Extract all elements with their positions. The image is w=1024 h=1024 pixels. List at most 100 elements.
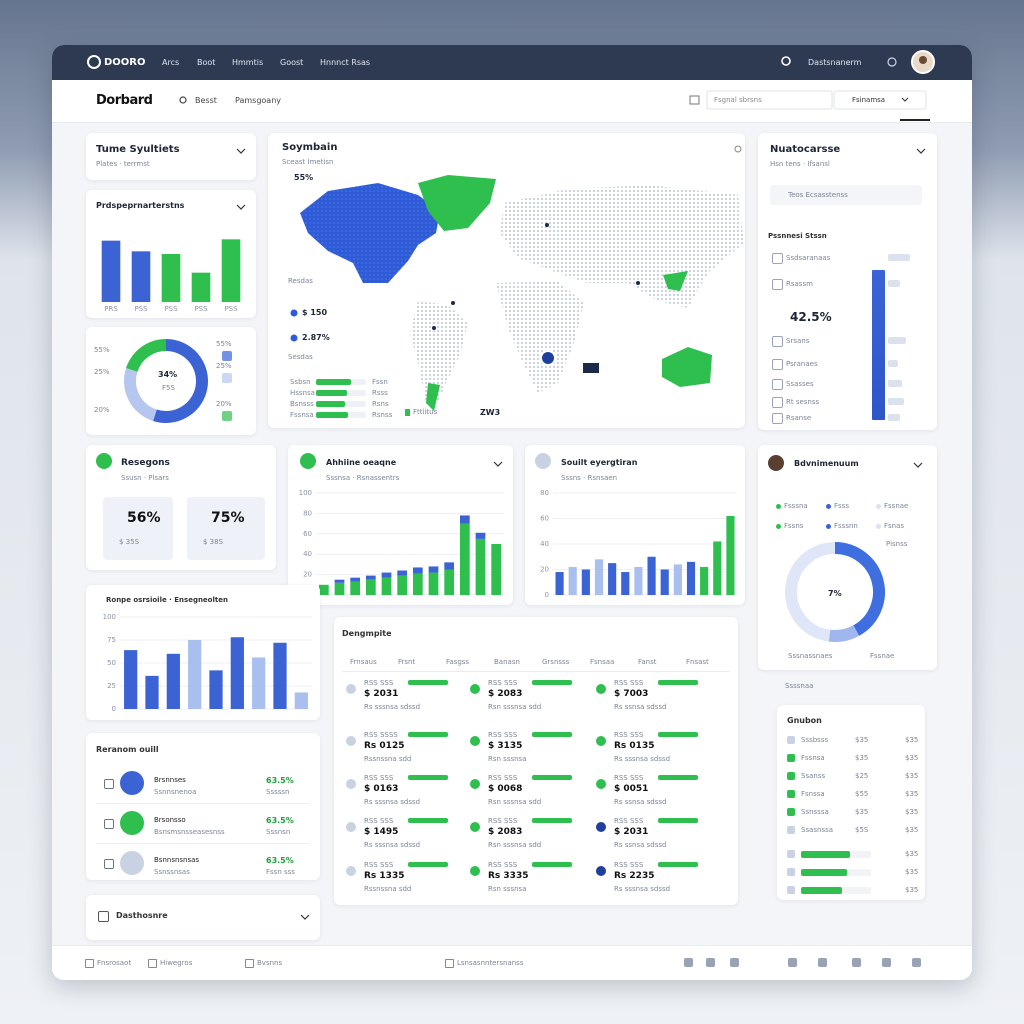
page-title: Dorbard [96, 93, 153, 108]
legend-item: Fttiitus [413, 408, 438, 416]
caret [916, 148, 926, 154]
item-label: RSS SSS [364, 679, 394, 687]
donut-label: 55% [216, 340, 232, 348]
footer-icon[interactable] [912, 958, 921, 967]
row-value: $35 [855, 754, 869, 762]
bar [101, 240, 121, 302]
row-extra: $35 [905, 826, 919, 834]
row-extra: $35 [905, 790, 919, 798]
row-label: Rsassm [786, 280, 813, 288]
item-sub: Rs sssnsa sdssd [364, 841, 421, 849]
item-sub: Rsn sssnsa sdd [488, 798, 542, 806]
item-label: RSS SSS [488, 861, 518, 869]
calendar-icon[interactable] [689, 95, 700, 105]
person-name: Brsnnses [154, 776, 186, 784]
bar [700, 566, 709, 595]
item-label: RSS SSS [364, 774, 394, 782]
mixed-card: Souilt eyergtiran Sssns · Rsnsaen 0 20 40 60 8… [525, 445, 745, 605]
row-value: $55 [855, 790, 869, 798]
row-icon [787, 772, 795, 780]
row-label: Ssdsaranaas [786, 254, 831, 262]
item-label: RSS SSS [614, 731, 644, 739]
bar-cap [365, 575, 376, 580]
right-card: Nuatocarsse Hsn tens · Ifsansl Teos Ecsass… [758, 133, 937, 430]
caret-icon [916, 148, 926, 154]
bar [273, 642, 287, 709]
select-box[interactable] [833, 90, 927, 110]
icon [346, 822, 356, 832]
donut-chart [124, 339, 208, 423]
donut-segment [124, 368, 158, 421]
item-bar [658, 680, 698, 685]
item-bar [408, 862, 448, 867]
footer-icon[interactable] [818, 958, 827, 967]
column-header: Fanst [638, 658, 657, 666]
row-value: Rsss [372, 389, 388, 397]
item-sub: Rs sssnsa sdssd [614, 755, 671, 763]
icon [596, 779, 606, 789]
donut-segment [153, 339, 208, 423]
icon [470, 736, 480, 746]
row-label: Fsnssa [801, 790, 825, 798]
card-title: Dasthosnre [116, 911, 168, 920]
stat-value: 56% [127, 510, 161, 526]
north-america [300, 183, 440, 283]
world-map [290, 145, 744, 411]
search-icon[interactable] [781, 56, 791, 66]
search-box[interactable] [706, 90, 833, 110]
item-label: RSS SSS [614, 861, 644, 869]
row-label: Rt sesnss [786, 398, 820, 406]
donut-segment [834, 542, 885, 636]
bar [660, 569, 669, 595]
nav-icons [87, 50, 935, 74]
item-amount: $ 2083 [488, 827, 523, 837]
row-extra: $35 [905, 736, 919, 744]
column-header: Fnsast [686, 658, 709, 666]
map-pin[interactable] [540, 350, 556, 366]
people-card: Reranom ouill Brsnnses Ssnnsnenoa 63.5% Ssss… [86, 733, 320, 884]
settings-icon[interactable] [734, 145, 742, 153]
footer-icon [245, 959, 254, 968]
donut-label: 20% [94, 406, 110, 414]
bar-cap [350, 577, 361, 582]
search-box[interactable] [770, 185, 922, 205]
top-nav: DOORO Arcs Boot Hmmtis Goost Hnnnct Rsas Dasts… [52, 45, 972, 80]
column-header: Banasn [494, 658, 520, 666]
y-tick-label: 100 [299, 489, 312, 497]
item-sub: Rsn sssnsa [488, 755, 527, 763]
bar [365, 579, 376, 595]
legend-swatch [405, 409, 410, 416]
item-label: RSS SSS [488, 774, 518, 782]
bar [888, 360, 898, 367]
row-label: Bsnsss [290, 400, 314, 408]
caret [236, 148, 246, 154]
row-value: Rsns [372, 400, 389, 408]
right-stat: 42.5% [790, 310, 832, 324]
bar-cap [444, 562, 455, 570]
footer-icon [148, 959, 157, 968]
nav-link: Boot [197, 58, 216, 67]
icon [470, 779, 480, 789]
footer-icon[interactable] [852, 958, 861, 967]
footer-icon[interactable] [706, 958, 715, 967]
greenland [418, 175, 496, 231]
section-title: Pssnnesi Stssn [768, 232, 827, 240]
row-label: Ssnsssa [801, 808, 829, 816]
bar-cap [397, 570, 408, 576]
bar [131, 251, 151, 302]
chat-icon[interactable] [887, 57, 897, 67]
footer-item: Fnsrosaot [97, 959, 132, 967]
bar [191, 272, 211, 302]
footer-icon[interactable] [788, 958, 797, 967]
map-stat: 55% [294, 173, 314, 182]
footer-icon[interactable] [684, 958, 693, 967]
donut-label: 25% [216, 362, 232, 370]
table-card: Dengmpite Frnsaus Frsnt Fasgss Banasn Grsnsss… [334, 617, 738, 905]
bar-cap [459, 515, 470, 524]
footer-icon[interactable] [882, 958, 891, 967]
map-card: Soymbain Sceast Imetisn 55% Resdas $ 150 2.87… [268, 133, 745, 428]
caret-icon [913, 462, 923, 468]
footer-icon[interactable] [730, 958, 739, 967]
search-icon[interactable] [179, 96, 187, 104]
